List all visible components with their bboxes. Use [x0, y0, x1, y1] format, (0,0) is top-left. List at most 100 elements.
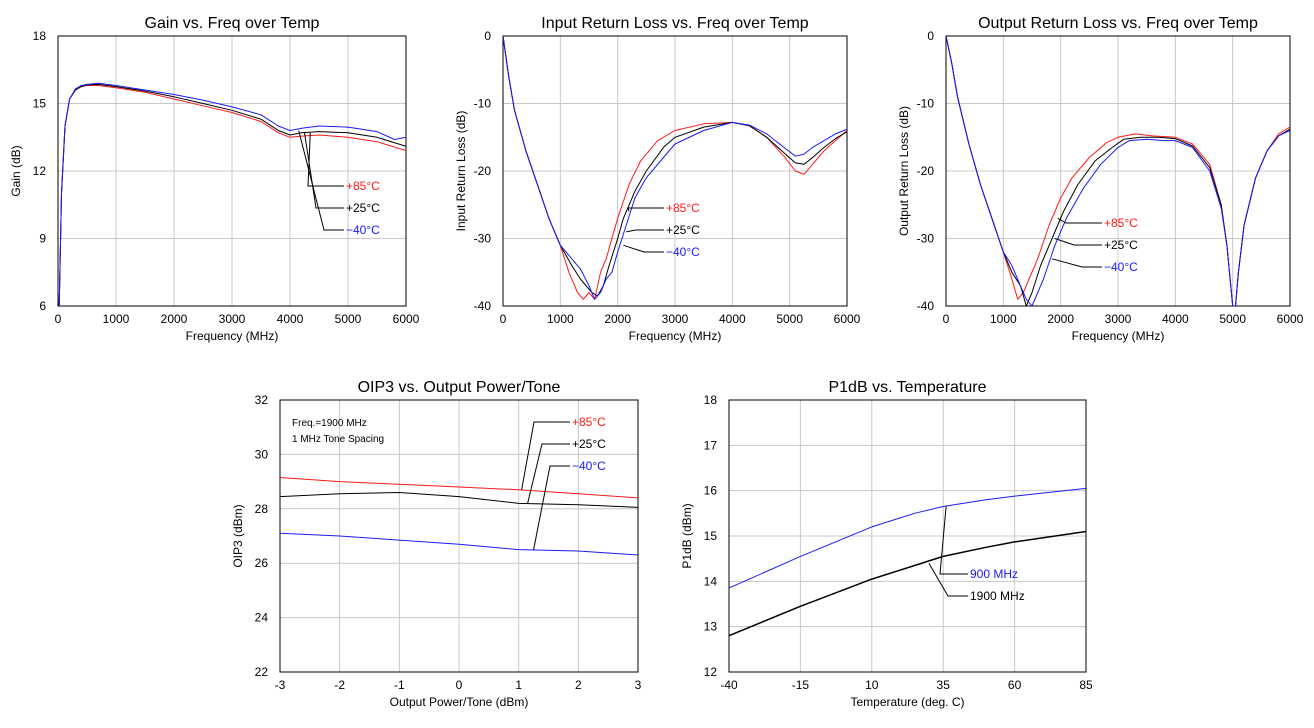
series-line-1900mhz: [729, 530, 1086, 637]
y-tick-label: -40: [474, 299, 492, 313]
legend-label: +85°C: [666, 201, 700, 215]
y-axis-label: Input Return Loss (dB): [454, 111, 468, 232]
legend-label: 1900 MHz: [970, 589, 1025, 603]
x-tick-label: 5000: [1219, 312, 1246, 326]
x-tick-label: 85: [1079, 678, 1093, 692]
x-axis-label: Temperature (deg. C): [850, 695, 964, 709]
y-tick-label: 32: [255, 393, 269, 407]
y-tick-label: 9: [39, 232, 46, 246]
legend-leader-line: [298, 130, 344, 231]
series-line-40c: [946, 36, 1290, 306]
y-tick-label: 18: [33, 29, 47, 43]
legend-leader-line: [1051, 258, 1102, 268]
y-tick-label: 18: [704, 393, 718, 407]
chart-title: OIP3 vs. Output Power/Tone: [358, 379, 561, 396]
legend-leader-line: [928, 562, 968, 597]
y-tick-label: 6: [39, 299, 46, 313]
legend-label: +85°C: [346, 179, 380, 193]
series-line-85c: [280, 477, 638, 499]
legend-leader-line: [521, 421, 570, 490]
chart-title: Output Return Loss vs. Freq over Temp: [978, 15, 1258, 32]
legend-label: +85°C: [572, 415, 606, 429]
legend-leader-line: [627, 207, 664, 212]
x-tick-label: 1000: [547, 312, 574, 326]
x-tick-label: 2: [575, 678, 582, 692]
legend-label: −40°C: [666, 245, 700, 259]
x-tick-label: 60: [1008, 678, 1022, 692]
x-tick-label: 0: [456, 678, 463, 692]
x-tick-label: 4000: [1162, 312, 1189, 326]
y-tick-label: 12: [704, 665, 718, 679]
x-tick-label: 4000: [277, 312, 304, 326]
legend-leader-line: [623, 244, 664, 253]
y-tick-label: -40: [917, 299, 935, 313]
y-tick-label: 12: [33, 164, 47, 178]
chart-gain: 0 1000 2000 3000 4000 5000 6000 6 9 12 15 18 Gain vs…: [9, 15, 420, 343]
y-tick-label: 13: [704, 620, 718, 634]
x-axis-label: Frequency (MHz): [629, 329, 722, 343]
y-tick-label: -10: [917, 97, 935, 111]
x-tick-label: 5000: [335, 312, 362, 326]
legend-leader-line: [533, 465, 570, 550]
x-tick-label: 2000: [1047, 312, 1074, 326]
y-axis-label: Output Return Loss (dB): [897, 106, 911, 236]
y-tick-label: 15: [33, 97, 47, 111]
x-tick-label: 1000: [990, 312, 1017, 326]
legend-label: −40°C: [572, 459, 606, 473]
legend-label: +25°C: [572, 437, 606, 451]
legend-leader-line: [1054, 238, 1102, 246]
plot-area-frame: [728, 399, 1087, 673]
y-tick-label: 24: [255, 611, 269, 625]
plot-area-frame: [57, 35, 407, 307]
chart-title: P1dB vs. Temperature: [828, 379, 986, 396]
chart-oip3: -3 -2 -1 0 1 2 3 22 24 26 28 30 32 OIP3 vs. Output Po…: [231, 379, 642, 709]
chart-p1db: -40 -15 10 35 60 85 12 13 14 15 16 17 18 P1dB vs. Tem…: [680, 379, 1093, 709]
x-tick-label: 3: [635, 678, 642, 692]
y-tick-label: 14: [704, 574, 718, 588]
legend-leader-line: [527, 443, 570, 504]
chart-title: Input Return Loss vs. Freq over Temp: [541, 15, 808, 32]
legend-label: −40°C: [1104, 260, 1138, 274]
y-tick-label: 30: [255, 447, 269, 461]
x-tick-label: 2000: [161, 312, 188, 326]
legend-label: +25°C: [346, 201, 380, 215]
x-tick-label: -2: [334, 678, 345, 692]
legend-label: +85°C: [1104, 216, 1138, 230]
x-tick-label: 6000: [1277, 312, 1304, 326]
x-axis-label: Frequency (MHz): [186, 329, 279, 343]
chart-title: Gain vs. Freq over Temp: [145, 15, 320, 32]
y-tick-label: 0: [927, 29, 934, 43]
legend-leader-line: [939, 506, 968, 575]
x-tick-label: 0: [500, 312, 507, 326]
plot-area-frame: [279, 399, 639, 673]
legend-label: 900 MHz: [970, 567, 1018, 581]
y-tick-label: -30: [917, 232, 935, 246]
y-tick-label: 17: [704, 438, 718, 452]
series-line-40c: [58, 82, 406, 306]
x-tick-label: 0: [55, 312, 62, 326]
x-tick-label: -40: [720, 678, 738, 692]
x-tick-label: 1000: [103, 312, 130, 326]
legend-leader-line: [304, 132, 344, 209]
y-tick-label: 15: [704, 529, 718, 543]
y-tick-label: 26: [255, 556, 269, 570]
x-tick-label: 6000: [834, 312, 861, 326]
chart-annotation: Freq.=1900 MHz: [292, 418, 367, 429]
x-tick-label: 6000: [393, 312, 420, 326]
x-tick-label: 3000: [662, 312, 689, 326]
y-tick-label: -30: [474, 232, 492, 246]
x-tick-label: 4000: [719, 312, 746, 326]
x-tick-label: -15: [792, 678, 810, 692]
series-line-25c: [280, 492, 638, 508]
x-tick-label: 2000: [604, 312, 631, 326]
x-axis-label: Output Power/Tone (dBm): [390, 695, 529, 709]
x-tick-label: 0: [943, 312, 950, 326]
x-axis-label: Frequency (MHz): [1072, 329, 1165, 343]
y-axis-label: OIP3 (dBm): [231, 504, 245, 567]
y-tick-label: 28: [255, 502, 269, 516]
series-line-25c: [58, 83, 406, 306]
x-tick-label: -1: [394, 678, 405, 692]
legend-label: +25°C: [666, 223, 700, 237]
y-tick-label: 22: [255, 665, 269, 679]
